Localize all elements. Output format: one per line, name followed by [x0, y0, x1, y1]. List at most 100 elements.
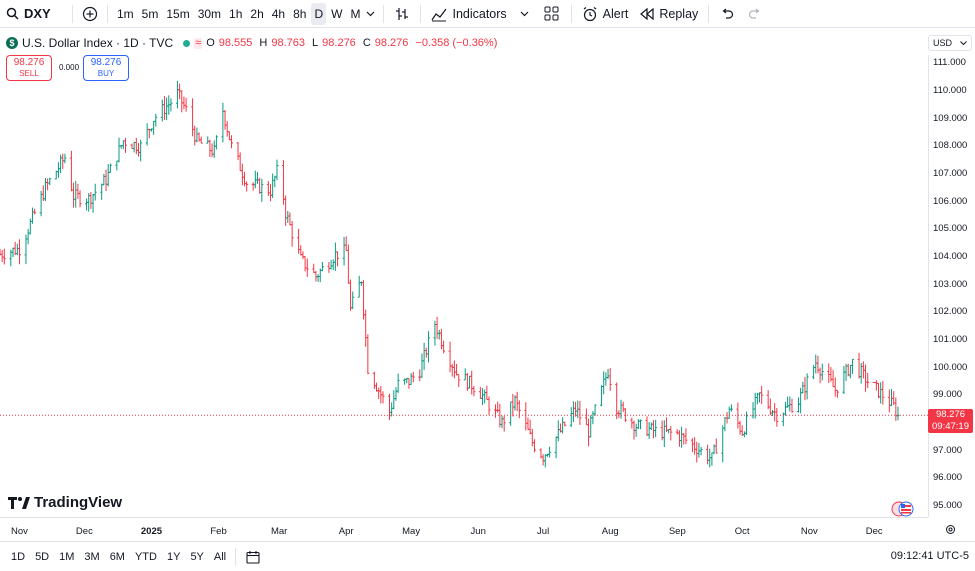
interval-30m[interactable]: 30m	[197, 6, 222, 21]
interval-dropdown[interactable]	[363, 3, 377, 25]
ohlc-bar	[290, 220, 294, 247]
ohlc-bar	[43, 177, 47, 202]
symbol-search[interactable]: DXY	[0, 0, 72, 28]
ohlc-bar	[662, 420, 666, 447]
chart-type-button[interactable]	[390, 3, 414, 25]
ohlc-bar	[11, 247, 15, 258]
ohlc-bar	[251, 182, 255, 191]
interval-8h[interactable]: 8h	[293, 6, 307, 21]
ohlc-bar	[526, 417, 530, 430]
range-1d[interactable]: 1D	[11, 550, 26, 563]
interval-d[interactable]: D	[311, 2, 327, 25]
ohlc-bar	[500, 415, 504, 429]
range-5d[interactable]: 5D	[35, 550, 50, 563]
compare-button[interactable]	[79, 3, 101, 25]
series-title[interactable]: U.S. Dollar Index · 1D · TVC	[22, 36, 174, 50]
interval-w[interactable]: W	[331, 6, 343, 21]
price-axis[interactable]: 111.000 110.000 109.000 108.000 107.000 106.0…	[928, 55, 975, 517]
ohlc-bar	[359, 281, 363, 286]
time-tick: Feb	[210, 526, 227, 537]
settings-icon[interactable]	[945, 524, 956, 535]
ohlc-bar	[372, 371, 376, 390]
ohlc-bar	[639, 419, 643, 430]
ohlc-bar	[563, 421, 567, 427]
ohlc-bar	[329, 259, 333, 270]
ohlc-bar	[420, 353, 424, 378]
ohlc-bar	[589, 415, 593, 438]
range-6m[interactable]: 6M	[109, 550, 125, 563]
interval-5m[interactable]: 5m	[141, 6, 159, 21]
ohlc-bar	[790, 398, 794, 413]
tradingview-logo[interactable]: TradingView	[8, 494, 122, 511]
sell-button[interactable]: 98.276 SELL	[6, 55, 52, 81]
ohlc-bar	[381, 391, 385, 404]
price-chart[interactable]	[0, 55, 928, 517]
currency-selector[interactable]: USD	[928, 35, 972, 51]
ohlc-bar	[439, 328, 443, 350]
ohlc-bar	[645, 416, 649, 436]
ohlc-bar	[675, 429, 679, 435]
ohlc-bar	[437, 329, 441, 340]
ohlc-bar	[102, 173, 106, 186]
layouts-button[interactable]	[539, 3, 565, 25]
ohlc-bar	[788, 396, 792, 412]
time-tick: Jul	[537, 526, 550, 537]
indicators-icon	[431, 8, 447, 21]
interval-2h[interactable]: 2h	[250, 6, 264, 21]
interval-m[interactable]: M	[350, 6, 361, 21]
interval-15m[interactable]: 15m	[166, 6, 190, 21]
economic-events-flags[interactable]	[890, 501, 916, 517]
ohlc-bar	[866, 372, 870, 389]
ohlc-bar	[182, 96, 186, 110]
range-ytd[interactable]: YTD	[134, 550, 157, 563]
range-1y[interactable]: 1Y	[166, 550, 181, 563]
undo-icon	[722, 8, 734, 19]
time-axis[interactable]: Nov Dec 2025 Feb Mar Apr May Jun Jul Aug Sep Oct Nov…	[0, 517, 928, 541]
buy-button[interactable]: 98.276 BUY	[83, 55, 129, 81]
ohlc-bar	[654, 419, 658, 438]
ohlc-bar	[392, 390, 396, 410]
replay-button[interactable]: Replay	[636, 3, 702, 25]
ohlc-bar	[409, 373, 413, 385]
ohlc-bar	[130, 143, 134, 150]
ohlc-bar	[314, 270, 318, 282]
ohlc-bar	[223, 109, 227, 130]
ohlc-bar	[78, 190, 82, 208]
data-delay-icon[interactable]: ≈	[194, 36, 203, 49]
ohlc-bar	[606, 368, 610, 380]
range-5y[interactable]: 5Y	[190, 550, 204, 563]
ohlc-bar	[132, 141, 136, 153]
range-3m[interactable]: 3M	[84, 550, 100, 563]
price-tick: 107.000	[933, 167, 968, 179]
range-all[interactable]: All	[213, 550, 227, 563]
goto-date-button[interactable]	[242, 546, 264, 568]
ohlc-bar	[623, 408, 627, 422]
price-tick: 105.000	[933, 223, 968, 235]
ohlc-bar	[820, 363, 824, 381]
alert-button[interactable]: Alert	[578, 3, 633, 25]
dollar-logo-icon: $	[6, 37, 18, 49]
ohlc-bar	[124, 138, 128, 153]
sell-label: SELL	[19, 69, 39, 78]
clock[interactable]: 09:12:41 UTC-5	[890, 550, 969, 562]
ohlc-bar	[46, 178, 50, 191]
ohlc-bar	[227, 131, 231, 141]
ohlc-bar	[693, 437, 697, 455]
ohlc-bar	[569, 407, 573, 428]
indicators-button[interactable]: Indicators	[427, 3, 532, 25]
ohlc-bar	[881, 381, 885, 405]
ohlc-bar	[796, 397, 800, 413]
ohlc-bar	[578, 400, 582, 425]
price-tick: 111.000	[933, 57, 966, 69]
market-status-icon[interactable]	[183, 39, 191, 47]
range-1m[interactable]: 1M	[59, 550, 75, 563]
ohlc-bar	[0, 250, 4, 263]
divider	[570, 4, 572, 23]
interval-1h[interactable]: 1h	[229, 6, 243, 21]
interval-4h[interactable]: 4h	[271, 6, 286, 21]
redo-button[interactable]	[743, 3, 767, 25]
undo-button[interactable]	[715, 3, 739, 25]
ohlc-bar	[600, 385, 604, 407]
interval-1m[interactable]: 1m	[117, 6, 134, 21]
ohlc-bar	[316, 274, 320, 282]
